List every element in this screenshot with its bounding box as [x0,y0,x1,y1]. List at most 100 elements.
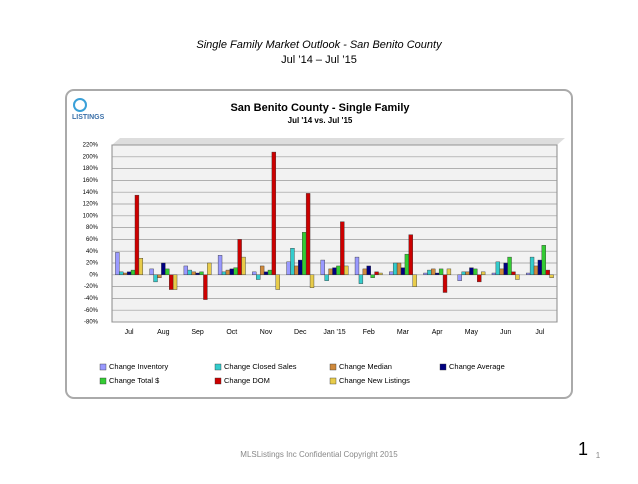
bar [138,258,144,275]
bar [344,265,349,276]
bar [267,269,273,275]
bar [187,269,192,275]
bar [404,253,410,275]
bar [134,194,140,275]
bar [328,268,333,275]
legend-label: Change Total $ [109,376,160,385]
bar [396,262,402,276]
bar [153,274,158,283]
logo: LISTINGS [72,114,105,121]
y-tick-label: -20% [84,284,99,290]
bar [271,151,277,276]
bar [191,271,196,276]
legend-label: Change Median [339,362,392,371]
bar [529,256,535,276]
x-tick-label: Nov [260,329,273,336]
y-tick-label: 160% [83,178,99,184]
bar [438,268,444,275]
bar [533,265,539,276]
legend-swatch [99,377,107,385]
bar [537,259,543,275]
y-tick-label: 20% [86,261,99,267]
bar [370,274,375,278]
bar [511,271,516,276]
bar [233,267,238,276]
x-tick-label: Sep [191,329,204,336]
bar [408,234,413,275]
bar [130,269,136,275]
bar [374,271,379,276]
bar [286,261,291,276]
chart-title: San Benito County - Single Family [230,102,410,114]
y-tick-label: 180% [83,166,99,172]
bar [549,274,554,278]
plot-area [111,144,558,323]
bar [123,272,128,275]
y-tick-label: 40% [86,249,99,255]
bar [427,269,432,275]
bar [473,268,478,275]
y-tick-label: 220% [83,143,99,149]
bar [545,269,550,275]
legend-swatch [329,363,337,371]
x-tick-label: Dec [294,329,307,336]
bar [302,232,307,276]
bar [515,274,520,280]
bar [491,272,497,275]
x-tick-label: Feb [363,329,375,336]
x-tick-label: Apr [432,329,444,336]
bar [157,274,162,278]
bar [541,245,546,276]
bar [503,262,508,276]
page-number-small: 1 [596,451,601,460]
bar [183,265,188,276]
bar [241,256,246,276]
bar [324,274,329,281]
bar [221,271,227,276]
x-tick-label: Jan '15 [323,329,345,336]
x-tick-label: Aug [157,329,170,336]
bar [465,271,470,276]
bar [149,268,154,275]
bar [442,274,448,293]
bar [169,274,174,290]
bar [495,261,500,276]
bar [305,193,311,276]
bar [525,272,531,275]
x-tick-label: Oct [226,329,237,336]
bar [362,268,367,275]
bar [263,271,269,276]
y-tick-label: 0% [89,272,98,278]
bar [400,267,406,276]
bar [336,265,341,276]
bar [294,265,299,276]
bar [423,272,428,275]
y-tick-label: 140% [83,190,99,196]
bar [431,268,436,275]
chart-subtitle: Jul '14 vs. Jul '15 [288,116,353,125]
bar [435,272,440,275]
bar [446,268,452,275]
bar [457,274,462,281]
legend-label: Change Closed Sales [224,362,297,371]
bar [203,274,208,300]
bar [332,267,337,276]
y-tick-label: -60% [84,308,99,314]
y-tick-label: -40% [84,296,99,302]
bar [298,259,303,275]
x-tick-label: May [465,329,479,336]
bar [172,274,178,290]
page-number-large: 1 [578,439,588,459]
slide-title: Single Family Market Outlook - San Benit… [196,39,443,51]
y-tick-label: 100% [83,213,99,219]
legend-swatch [329,377,337,385]
x-tick-label: Jul [125,329,134,336]
bar [165,268,170,275]
y-tick-label: 200% [83,154,99,160]
bar [207,262,212,276]
bar [499,268,504,275]
plot-wall-top [112,138,565,145]
bar [358,274,364,284]
y-tick-label: -80% [84,320,99,326]
